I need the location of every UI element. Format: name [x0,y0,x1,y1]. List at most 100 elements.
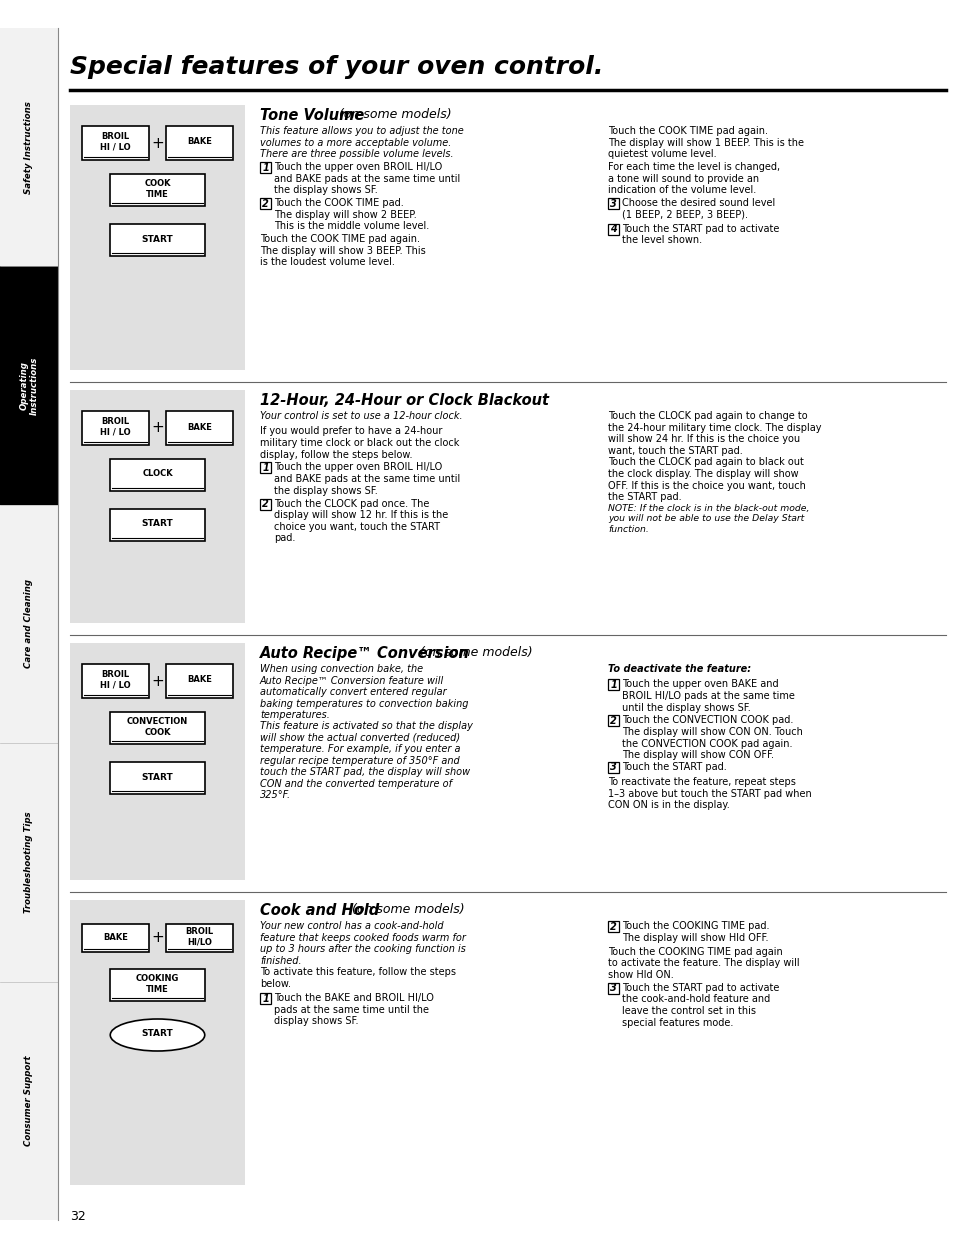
Bar [70,900,245,1186]
Text: To deactivate the feature:: To deactivate the feature: [607,664,750,674]
Text: 1: 1 [610,679,617,690]
Text: Consumer Support: Consumer Support [25,1056,33,1146]
Text: 4: 4 [610,225,617,235]
Bar [70,105,245,370]
Text: Touch the COOKING TIME pad.
The display will show Hld OFF.: Touch the COOKING TIME pad. The display … [621,921,769,942]
Text: START: START [141,773,173,782]
Text: Troubleshooting Tips: Troubleshooting Tips [25,811,33,913]
Text: Your control is set to use a 12-hour clock.: Your control is set to use a 12-hour clo… [260,411,462,421]
Text: Touch the upper oven BROIL HI/LO
and BAKE pads at the same time until
the displa: Touch the upper oven BROIL HI/LO and BAK… [274,462,459,495]
Text: This feature allows you to adjust the tone
volumes to a more acceptable volume.
: This feature allows you to adjust the to… [260,126,463,159]
Text: +: + [151,673,164,688]
Text: 12-Hour, 24-Hour or Clock Blackout: 12-Hour, 24-Hour or Clock Blackout [260,393,548,408]
Text: Safety Instructions: Safety Instructions [25,101,33,194]
Text: Touch the COOK TIME pad.
The display will show 2 BEEP.
This is the middle volume: Touch the COOK TIME pad. The display wil… [274,198,429,231]
Bar [0,28,58,267]
Bar [0,505,58,743]
Bar [82,126,149,161]
Bar [111,969,205,1002]
Text: CONVECTION
COOK: CONVECTION COOK [127,718,188,737]
Text: START: START [141,1030,173,1039]
Text: Cook and Hold: Cook and Hold [260,903,379,918]
Text: 1: 1 [262,994,269,1004]
Text: Care and Cleaning: Care and Cleaning [25,579,33,668]
Text: Touch the upper oven BROIL HI/LO
and BAKE pads at the same time until
the displa: Touch the upper oven BROIL HI/LO and BAK… [274,162,459,195]
Bar [607,198,618,209]
Text: Touch the upper oven BAKE and
BROIL HI/LO pads at the same time
until the displa: Touch the upper oven BAKE and BROIL HI/L… [621,679,794,713]
Text: Tone Volume: Tone Volume [260,107,364,124]
Text: BROIL
HI / LO: BROIL HI / LO [100,132,131,152]
Text: +: + [151,930,164,946]
Text: 3: 3 [610,199,617,209]
Text: COOKING
TIME: COOKING TIME [135,974,179,994]
Text: Touch the COOK TIME pad again.
The display will show 3 BEEP. This
is the loudest: Touch the COOK TIME pad again. The displ… [260,235,425,268]
Bar [166,924,233,952]
Bar [607,679,618,690]
Bar [260,162,271,173]
Bar [260,462,271,473]
Bar [260,993,271,1004]
Bar [111,459,205,492]
Bar [607,921,618,932]
Text: 2: 2 [610,716,617,726]
Text: COOK
TIME: COOK TIME [144,179,171,199]
Text: 2: 2 [610,921,617,931]
Text: Touch the CLOCK pad again to change to
the 24-hour military time clock. The disp: Touch the CLOCK pad again to change to t… [607,411,821,456]
Text: +: + [151,420,164,436]
Text: To reactivate the feature, repeat steps
1–3 above but touch the START pad when
C: To reactivate the feature, repeat steps … [607,777,811,810]
Text: START: START [141,235,173,243]
Text: 1: 1 [262,163,269,173]
Text: CLOCK: CLOCK [142,469,172,478]
Text: Choose the desired sound level
(1 BEEP, 2 BEEP, 3 BEEP).: Choose the desired sound level (1 BEEP, … [621,198,775,220]
Text: Touch the CONVECTION COOK pad.
The display will show CON ON. Touch
the CONVECTIO: Touch the CONVECTION COOK pad. The displ… [621,715,802,761]
Text: BROIL
HI/LO: BROIL HI/LO [185,927,213,947]
Bar [0,982,58,1220]
Text: Touch the COOKING TIME pad again
to activate the feature. The display will
show : Touch the COOKING TIME pad again to acti… [607,947,799,979]
Text: Touch the START pad to activate
the level shown.: Touch the START pad to activate the leve… [621,224,779,246]
Text: Auto Recipe™ Conversion: Auto Recipe™ Conversion [260,646,470,661]
Text: 3: 3 [610,762,617,772]
Text: Special features of your oven control.: Special features of your oven control. [70,56,602,79]
Bar [260,499,271,510]
Text: (on some models): (on some models) [348,903,464,916]
Text: +: + [151,136,164,151]
Text: If you would prefer to have a 24-hour
military time clock or black out the clock: If you would prefer to have a 24-hour mi… [260,426,459,459]
Text: BAKE: BAKE [187,422,212,431]
Text: 32: 32 [70,1210,86,1223]
Bar [70,643,245,881]
Bar [607,715,618,726]
Text: START: START [141,520,173,529]
Text: (on some models): (on some models) [335,107,451,121]
Text: Your new control has a cook-and-hold
feature that keeps cooked foods warm for
up: Your new control has a cook-and-hold fea… [260,921,465,966]
Bar [166,411,233,445]
Bar [82,924,149,952]
Bar [82,411,149,445]
Bar [111,762,205,794]
Text: Touch the START pad to activate
the cook-and-hold feature and
leave the control : Touch the START pad to activate the cook… [621,983,779,1028]
Text: BROIL
HI / LO: BROIL HI / LO [100,417,131,437]
Text: For each time the level is changed,
a tone will sound to provide an
indication o: For each time the level is changed, a to… [607,162,780,195]
Text: Touch the CLOCK pad again to black out
the clock display. The display will show
: Touch the CLOCK pad again to black out t… [607,457,805,503]
Ellipse shape [111,1019,205,1051]
Text: To activate this feature, follow the steps
below.: To activate this feature, follow the ste… [260,967,456,989]
Text: 1: 1 [262,463,269,473]
Bar [111,224,205,256]
Text: Touch the CLOCK pad once. The
display will show 12 hr. If this is the
choice you: Touch the CLOCK pad once. The display wi… [274,499,448,543]
Bar [111,713,205,743]
Bar [607,983,618,994]
Bar [70,390,245,622]
Text: 3: 3 [610,983,617,993]
Bar [166,664,233,698]
Text: 2: 2 [262,499,269,509]
Text: Touch the COOK TIME pad again.
The display will show 1 BEEP. This is the
quietes: Touch the COOK TIME pad again. The displ… [607,126,803,159]
Bar [607,224,618,235]
Bar [0,743,58,982]
Text: BAKE: BAKE [103,932,128,941]
Text: NOTE: If the clock is in the black-out mode,
you will not be able to use the Del: NOTE: If the clock is in the black-out m… [607,504,809,534]
Bar [166,126,233,161]
Bar [607,762,618,773]
Text: 2: 2 [262,199,269,209]
Bar [82,664,149,698]
Text: BAKE: BAKE [187,137,212,147]
Text: Touch the START pad.: Touch the START pad. [621,762,726,772]
